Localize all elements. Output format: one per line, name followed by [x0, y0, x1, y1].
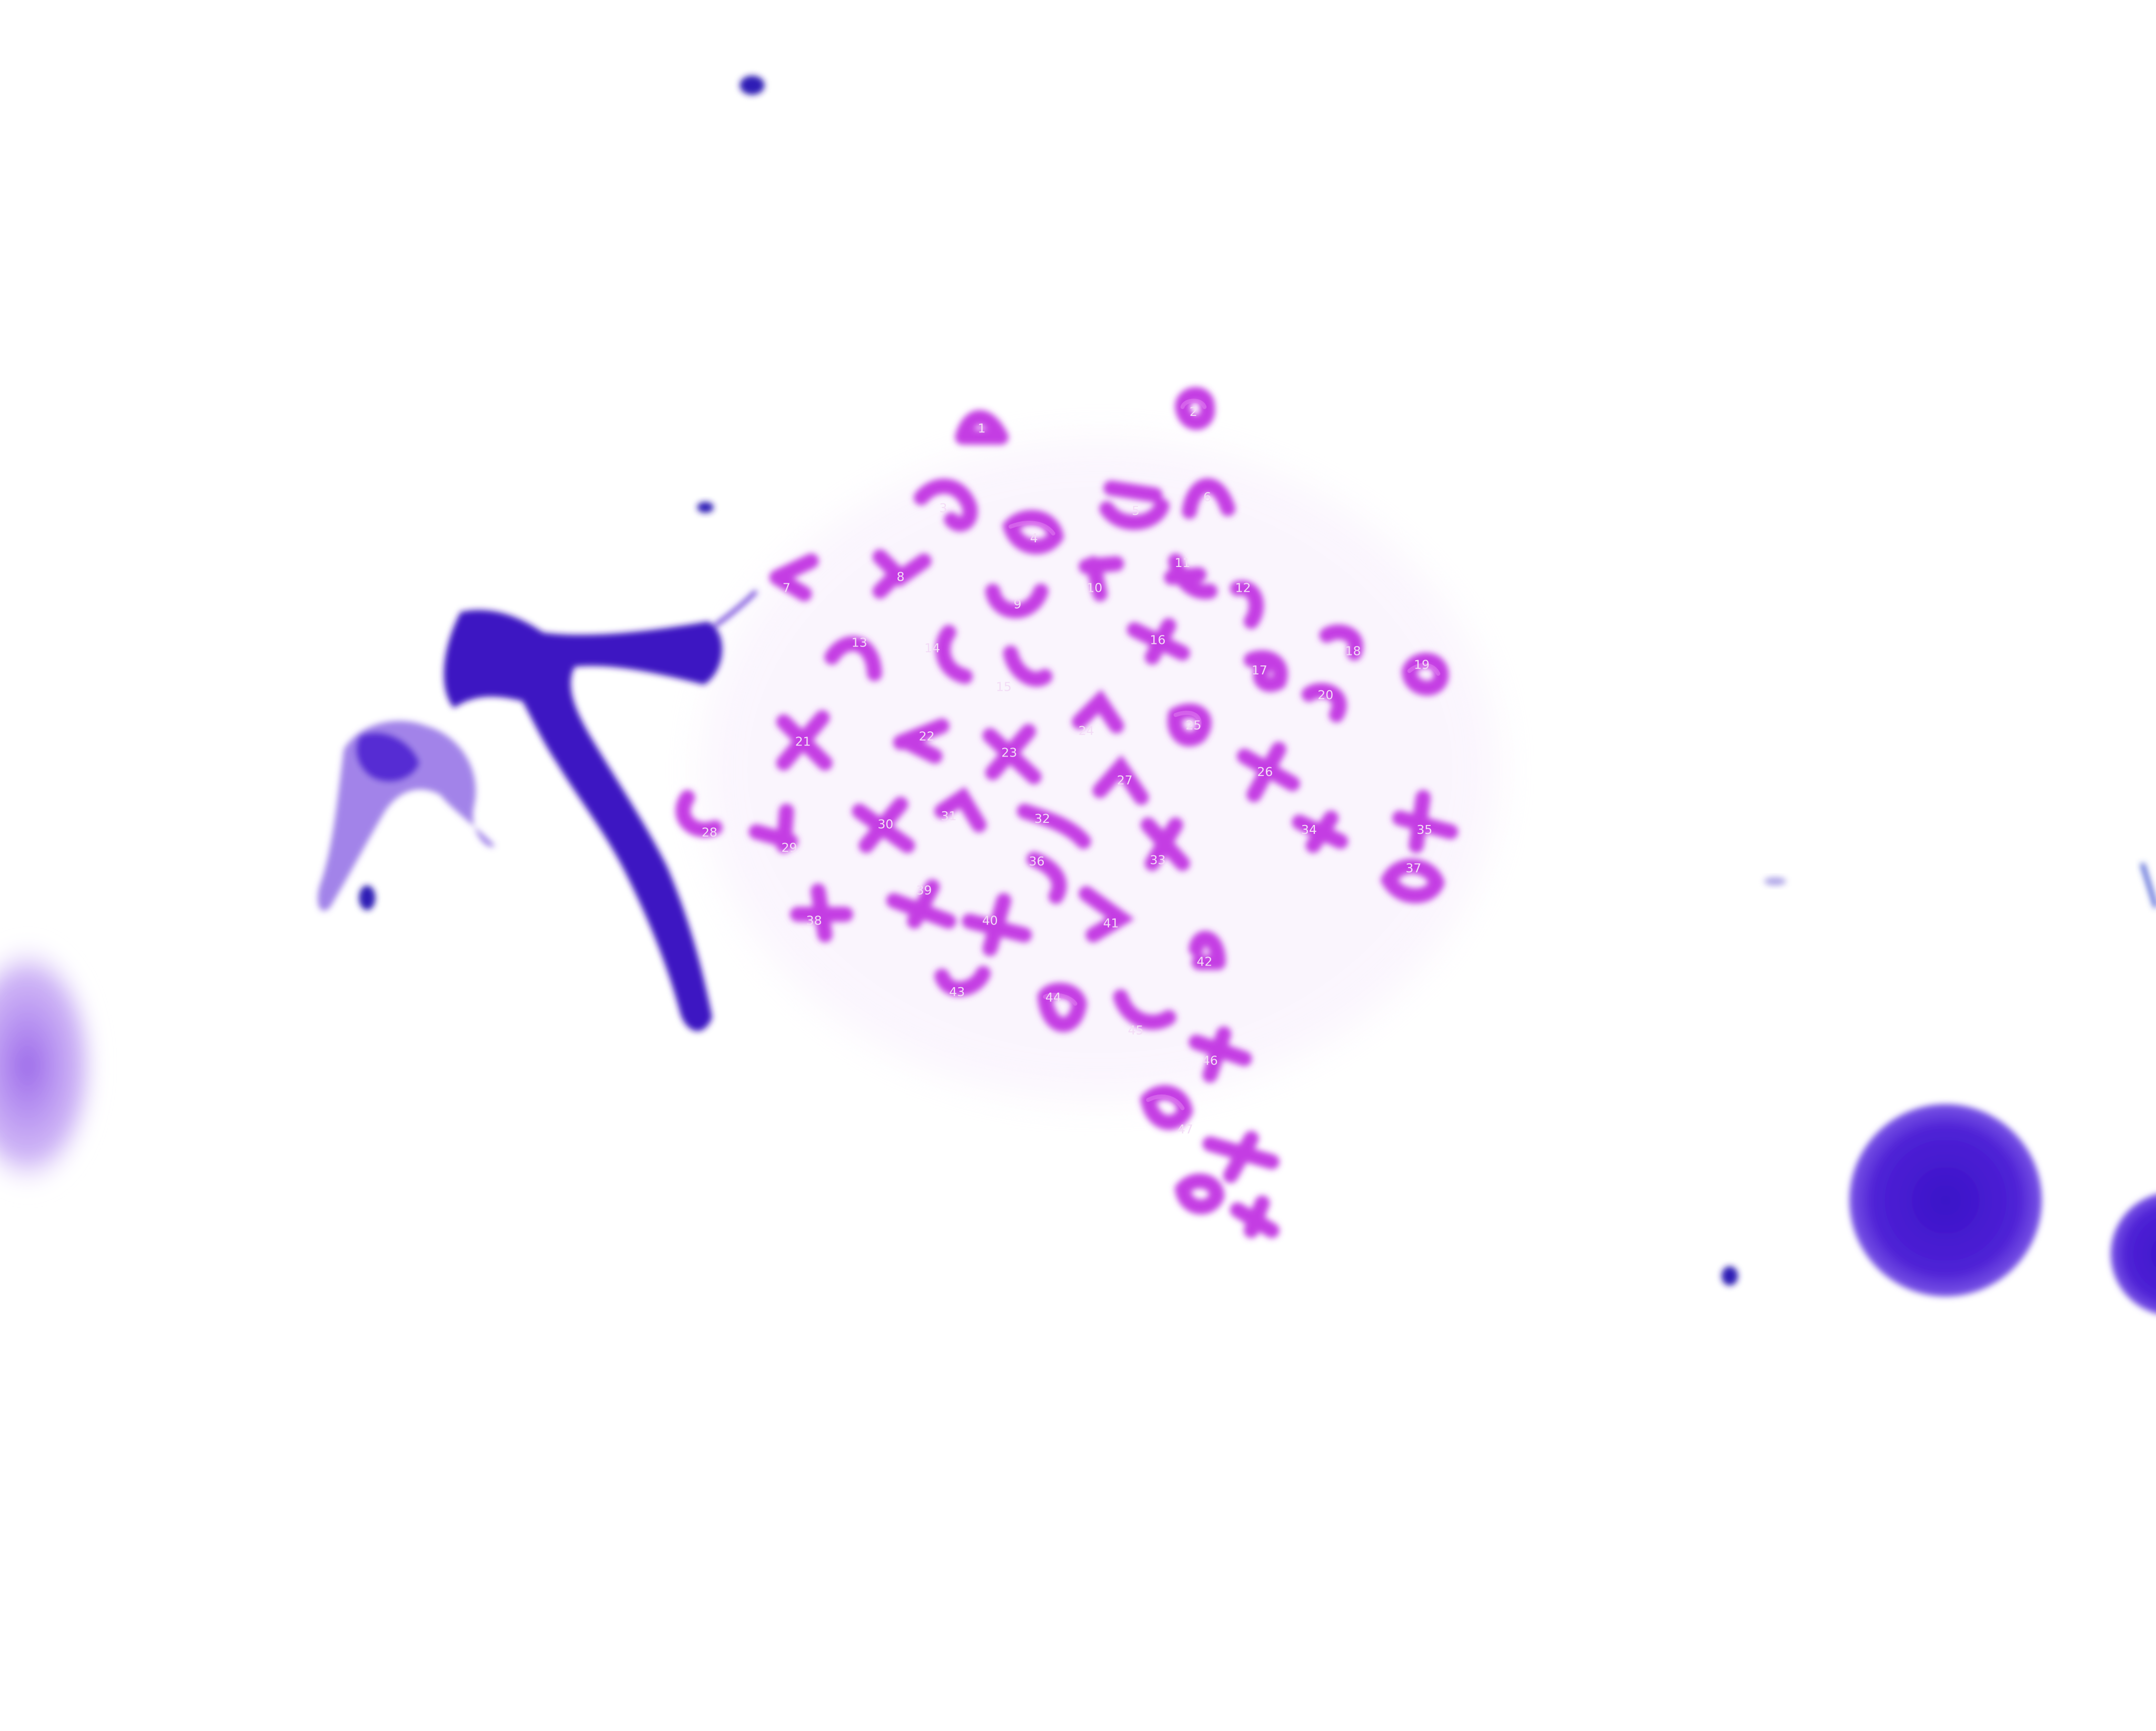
debris-dot	[697, 502, 714, 513]
chromosome-label: 29	[781, 840, 797, 855]
chromosome-label: 40	[982, 913, 998, 928]
chromosome-label: 5	[1132, 503, 1140, 518]
chromosome-label: 21	[795, 734, 811, 749]
chromosome-label: 7	[783, 580, 791, 595]
chromatid-highlights	[1009, 399, 1441, 1110]
chromosome-label: 9	[1014, 597, 1022, 612]
chromosome-label: 18	[1345, 643, 1361, 658]
chromosome-label: 10	[1086, 580, 1102, 595]
chromosome-label: 13	[852, 635, 867, 650]
chromosome-label: 15	[996, 679, 1012, 694]
chromosome-label: 14	[924, 641, 940, 655]
debris-fiber	[2140, 862, 2156, 908]
chromosome-label: 41	[1103, 916, 1119, 930]
chromosome-label: 32	[1034, 811, 1050, 826]
chromosome-label: 39	[916, 883, 932, 898]
chromosome-label: 27	[1117, 773, 1133, 788]
chromosome-label: 24	[1079, 723, 1094, 738]
debris-dot	[358, 885, 376, 910]
chromosome-label: 47	[1177, 1122, 1193, 1137]
chromosome-label: 33	[1150, 852, 1166, 867]
chromosome-group	[675, 387, 1459, 1238]
chromosome-label: 19	[1414, 658, 1430, 672]
chromosome-label: 16	[1150, 633, 1166, 648]
blurred-cell-left	[0, 934, 103, 1197]
chromosome-label: 11	[1175, 555, 1191, 570]
chromosome-label: 2	[1190, 404, 1197, 419]
chromosome-label: 38	[806, 913, 822, 928]
chromosome-label: 37	[1405, 861, 1421, 876]
chromosome-label: 22	[919, 729, 935, 743]
chromosome-label: 42	[1196, 954, 1212, 969]
chromosome-label: 25	[1185, 718, 1201, 732]
chromosome-label: 4	[1030, 531, 1038, 545]
chromosome-label: 30	[877, 817, 893, 831]
debris-dot	[1721, 1266, 1738, 1286]
chromosome-label: 46	[1202, 1053, 1218, 1068]
chromosome-label: 3	[940, 501, 947, 515]
chromosome-label: 31	[941, 809, 956, 823]
nucleus-right	[1849, 1104, 2042, 1297]
chromosome-label: 12	[1235, 580, 1251, 595]
chromosome-label: 45	[1128, 1023, 1144, 1038]
chromosome-label: 44	[1045, 990, 1061, 1005]
chromosome-label: 20	[1317, 688, 1333, 702]
chromosome-label: 8	[897, 569, 905, 584]
debris-dot	[1764, 877, 1786, 886]
chromosome-label: 28	[702, 825, 717, 840]
chromosome-label: 23	[1001, 745, 1017, 760]
chromosome-label: 34	[1301, 822, 1317, 837]
chromosome-label: 26	[1257, 764, 1273, 779]
nucleus-right-edge	[2110, 1194, 2156, 1314]
spread-haze	[701, 440, 1499, 1100]
cell-debris	[317, 590, 758, 1031]
chromosome-label: 17	[1252, 663, 1267, 678]
chromosome-label: 6	[1203, 490, 1211, 504]
debris-dot	[740, 75, 765, 95]
chromosome-label: 35	[1416, 822, 1432, 837]
chromosome-label: 1	[978, 421, 986, 435]
chromosome-label: 36	[1029, 854, 1045, 869]
chromosome-label: 43	[949, 984, 965, 999]
